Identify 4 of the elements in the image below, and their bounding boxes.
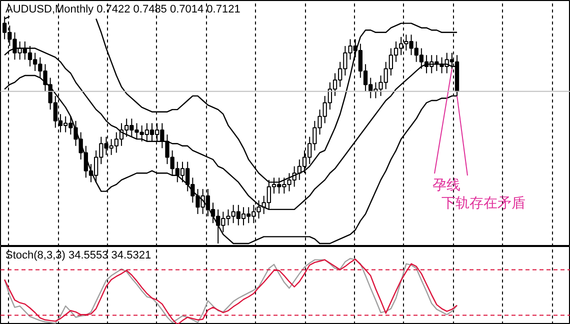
annotation: 孕线	[432, 176, 460, 192]
chart-title: Stoch(8,3,3) 34.5553 34.5321	[6, 250, 152, 262]
annotation: 下轨存在矛盾	[442, 194, 526, 210]
chart-title: AUDUSD,Monthly 0.7422 0.7485 0.7014 0.7121	[6, 4, 240, 16]
